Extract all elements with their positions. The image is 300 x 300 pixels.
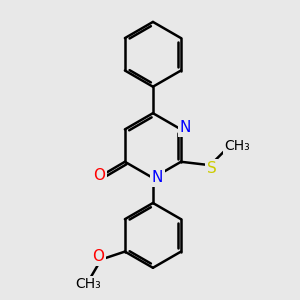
Text: N: N bbox=[180, 120, 191, 135]
Text: CH₃: CH₃ bbox=[224, 139, 250, 153]
Text: CH₃: CH₃ bbox=[75, 277, 100, 291]
Text: O: O bbox=[92, 249, 104, 264]
Text: S: S bbox=[207, 161, 217, 176]
Text: N: N bbox=[152, 170, 163, 185]
Text: O: O bbox=[93, 168, 105, 183]
